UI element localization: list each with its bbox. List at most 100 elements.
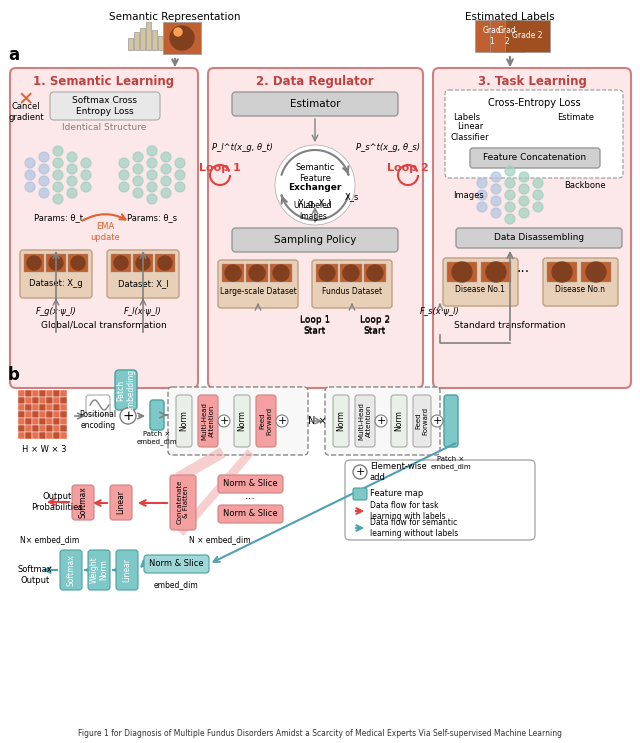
Bar — [39, 432, 46, 439]
Circle shape — [119, 158, 129, 168]
FancyBboxPatch shape — [72, 485, 94, 520]
Text: Norm: Norm — [394, 411, 403, 432]
Bar — [134, 32, 139, 50]
Circle shape — [170, 26, 194, 50]
Bar — [53, 411, 60, 418]
FancyBboxPatch shape — [234, 395, 250, 447]
Text: +: + — [432, 416, 442, 426]
Bar — [53, 432, 60, 439]
Text: Estimate: Estimate — [557, 114, 594, 123]
Bar — [68, 254, 88, 272]
Text: Norm: Norm — [337, 411, 346, 432]
Text: Labels: Labels — [453, 114, 480, 123]
Circle shape — [25, 170, 35, 180]
FancyBboxPatch shape — [433, 68, 631, 388]
FancyBboxPatch shape — [198, 395, 218, 447]
Bar — [53, 390, 60, 397]
FancyBboxPatch shape — [176, 395, 192, 447]
Bar — [53, 397, 60, 404]
Bar — [140, 28, 145, 50]
Text: Global/Local transformation: Global/Local transformation — [41, 320, 167, 329]
Text: Feed
Forward: Feed Forward — [415, 407, 429, 435]
Text: Fundus Dataset: Fundus Dataset — [322, 288, 382, 296]
Circle shape — [133, 176, 143, 186]
Bar — [24, 254, 44, 272]
Text: Params: θ_s: Params: θ_s — [127, 213, 177, 222]
Circle shape — [519, 172, 529, 182]
Circle shape — [505, 214, 515, 224]
Text: Backbone: Backbone — [564, 181, 606, 189]
Circle shape — [25, 158, 35, 168]
Bar — [18, 411, 25, 418]
Circle shape — [174, 28, 182, 36]
Bar — [39, 418, 46, 425]
Bar — [133, 254, 153, 272]
Circle shape — [505, 166, 515, 176]
Circle shape — [39, 188, 49, 198]
Circle shape — [161, 152, 171, 162]
Bar — [53, 425, 60, 432]
Circle shape — [53, 194, 63, 204]
Circle shape — [319, 265, 335, 281]
Text: a: a — [8, 46, 19, 64]
Bar — [39, 411, 46, 418]
FancyBboxPatch shape — [20, 250, 92, 298]
FancyBboxPatch shape — [116, 550, 138, 590]
Text: Patch ×
embed_dim: Patch × embed_dim — [137, 431, 177, 445]
FancyBboxPatch shape — [391, 395, 407, 447]
Bar — [152, 30, 157, 50]
Bar — [46, 411, 53, 418]
Circle shape — [477, 202, 487, 212]
Circle shape — [586, 262, 606, 282]
Text: Multi-Head
Attention: Multi-Head Attention — [202, 402, 214, 440]
Circle shape — [67, 176, 77, 186]
Bar — [32, 418, 39, 425]
Circle shape — [119, 170, 129, 180]
Bar — [581, 262, 611, 282]
Circle shape — [119, 182, 129, 192]
Bar — [364, 264, 386, 282]
Bar — [53, 418, 60, 425]
Bar — [46, 404, 53, 411]
Text: Softmax: Softmax — [67, 554, 76, 586]
FancyBboxPatch shape — [110, 485, 132, 520]
Circle shape — [67, 188, 77, 198]
Text: Linear: Linear — [122, 558, 131, 582]
Text: Data flow for task
learning with labels: Data flow for task learning with labels — [370, 502, 445, 521]
Circle shape — [353, 465, 367, 479]
Text: Figure 1 for Diagnosis of Multiple Fundus Disorders Amidst a Scarcity of Medical: Figure 1 for Diagnosis of Multiple Fundu… — [78, 729, 562, 738]
Text: +: + — [220, 416, 228, 426]
FancyBboxPatch shape — [443, 258, 518, 306]
Circle shape — [71, 256, 85, 270]
Text: Patch ×
embed_dim: Patch × embed_dim — [431, 456, 471, 470]
Circle shape — [375, 415, 387, 427]
FancyBboxPatch shape — [218, 260, 298, 308]
Bar — [164, 40, 169, 50]
Text: +: + — [277, 416, 287, 426]
FancyBboxPatch shape — [218, 475, 283, 493]
Circle shape — [81, 158, 91, 168]
Bar — [447, 262, 477, 282]
Bar — [128, 38, 133, 50]
FancyBboxPatch shape — [256, 395, 276, 447]
Circle shape — [431, 415, 443, 427]
Text: +: + — [122, 409, 134, 423]
Circle shape — [533, 190, 543, 200]
Text: Estimated Labels: Estimated Labels — [465, 12, 555, 22]
Bar — [18, 432, 25, 439]
Text: Norm: Norm — [237, 411, 246, 432]
FancyBboxPatch shape — [355, 395, 375, 447]
Bar — [18, 418, 25, 425]
Bar — [18, 425, 25, 432]
Circle shape — [49, 256, 63, 270]
Text: Cross-Entropy Loss: Cross-Entropy Loss — [488, 98, 580, 108]
Circle shape — [275, 145, 355, 225]
Bar — [25, 404, 32, 411]
Circle shape — [136, 256, 150, 270]
Text: b: b — [8, 366, 20, 384]
Bar — [60, 411, 67, 418]
FancyBboxPatch shape — [60, 550, 82, 590]
Bar — [18, 390, 25, 397]
Text: Loop 1
Start: Loop 1 Start — [300, 315, 330, 334]
Text: X_g, X_l: X_g, X_l — [298, 198, 332, 207]
